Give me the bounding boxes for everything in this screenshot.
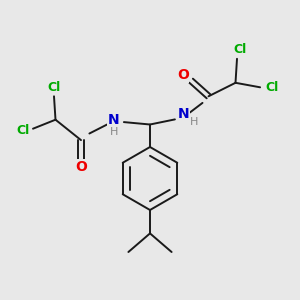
Text: Cl: Cl <box>233 43 247 56</box>
Text: H: H <box>190 116 198 127</box>
Text: N: N <box>108 113 120 127</box>
Text: O: O <box>177 68 189 82</box>
Text: Cl: Cl <box>47 81 61 94</box>
Text: N: N <box>178 107 190 121</box>
Text: Cl: Cl <box>16 124 29 137</box>
Text: H: H <box>110 127 118 137</box>
Text: Cl: Cl <box>265 81 278 94</box>
Text: O: O <box>75 160 87 174</box>
